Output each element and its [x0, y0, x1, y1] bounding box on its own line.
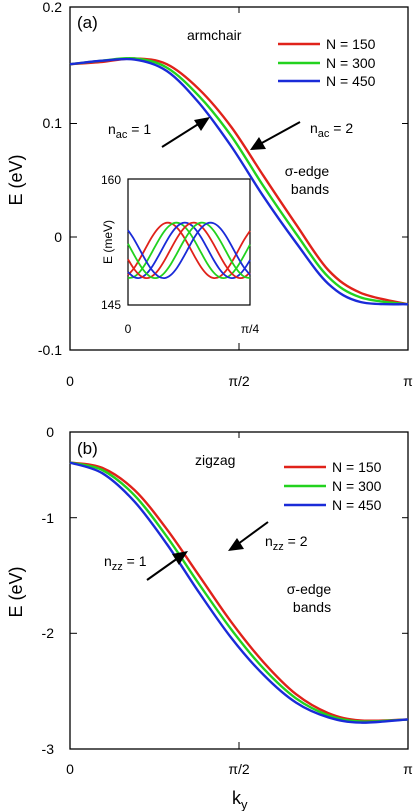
arrow-nzz2-head — [228, 538, 244, 551]
series-line-450-panel-a — [69, 57, 409, 306]
inset-ytick-160: 160 — [101, 173, 121, 187]
arrow-nac1-head — [194, 117, 210, 131]
panel-b-legend: N = 150 N = 300 N = 450 — [284, 459, 382, 513]
legend-a-label-450: N = 450 — [326, 73, 376, 89]
annotation-sigma-b: σ-edge — [287, 581, 332, 597]
panel-b-label: (b) — [77, 439, 98, 458]
series-line-150-panel-b — [69, 461, 409, 722]
inset-xtick-quarter-pi: π/4 — [241, 322, 260, 336]
annotation-bands-a: bands — [291, 181, 329, 197]
legend-b-label-300: N = 300 — [332, 478, 382, 494]
arrow-nac2-head — [250, 137, 266, 150]
panel-b-ytick--1: -1 — [42, 510, 55, 526]
inset-curves — [127, 221, 251, 280]
arrow-nzz1-shaft — [146, 557, 179, 581]
series-line-450-panel-b — [69, 461, 409, 724]
panel-a-title: armchair — [187, 27, 242, 43]
inset-frame — [127, 178, 251, 306]
panel-b-xtick-half-pi: π/2 — [228, 761, 250, 777]
inset-series-line-4 — [127, 221, 251, 279]
annotation-nzz2: nzz = 2 — [265, 533, 308, 553]
legend-a-label-300: N = 300 — [326, 55, 376, 71]
annotation-nac2: nac = 2 — [310, 120, 353, 140]
panel-b-ytick--2: -2 — [42, 625, 55, 641]
panel-a-xtick-pi: π — [403, 373, 413, 389]
annotation-bands-b: bands — [293, 599, 331, 615]
panel-a-ytick-0: 0 — [54, 229, 62, 245]
panel-b-xtick-0: 0 — [66, 761, 74, 777]
arrow-nzz1-head — [172, 551, 188, 565]
panel-b-title: zigzag — [195, 452, 235, 468]
inset-series-line-5 — [127, 221, 251, 280]
panel-a-xtick-0: 0 — [66, 373, 74, 389]
panel-a-ytick--0.1: -0.1 — [38, 342, 62, 358]
panel-a-legend: N = 150 N = 300 N = 450 — [278, 36, 376, 89]
arrow-nac2-shaft — [259, 121, 301, 145]
panel-b-ylabel: E (eV) — [6, 566, 26, 617]
panel-a-ylabel: E (eV) — [6, 154, 26, 205]
panel-a-y-ticks — [70, 6, 408, 351]
panel-a-ytick-0.2: 0.2 — [43, 0, 63, 15]
panel-a-xtick-half-pi: π/2 — [228, 373, 250, 389]
arrow-nac1-shaft — [161, 122, 201, 148]
annotation-sigma-a: σ-edge — [285, 163, 330, 179]
inset-series-line-3 — [127, 221, 251, 280]
inset-ylabel: E (meV) — [101, 220, 115, 264]
annotation-nac1: nac = 1 — [108, 121, 151, 141]
inset-ytick-145: 145 — [101, 298, 121, 312]
panel-a-label: (a) — [77, 13, 98, 32]
panel-b-ytick--3: -3 — [42, 741, 55, 757]
legend-b-label-150: N = 150 — [332, 459, 382, 475]
series-line-300-panel-b — [69, 461, 409, 723]
panel-a-ytick-0.1: 0.1 — [43, 115, 63, 131]
panel-a-curves — [69, 57, 409, 306]
legend-a-label-150: N = 150 — [326, 36, 376, 52]
panel-b-ytick-0: 0 — [46, 424, 54, 440]
legend-b-label-450: N = 450 — [332, 497, 382, 513]
panel-b-y-ticks — [70, 431, 408, 750]
panel-b-xtick-pi: π — [403, 761, 413, 777]
arrow-nzz2-shaft — [237, 521, 269, 545]
annotation-nzz1: nzz = 1 — [104, 553, 147, 573]
inset-xtick-0: 0 — [125, 322, 132, 336]
panel-b-curves — [69, 461, 409, 724]
panel-b-xlabel: ky — [232, 788, 248, 811]
